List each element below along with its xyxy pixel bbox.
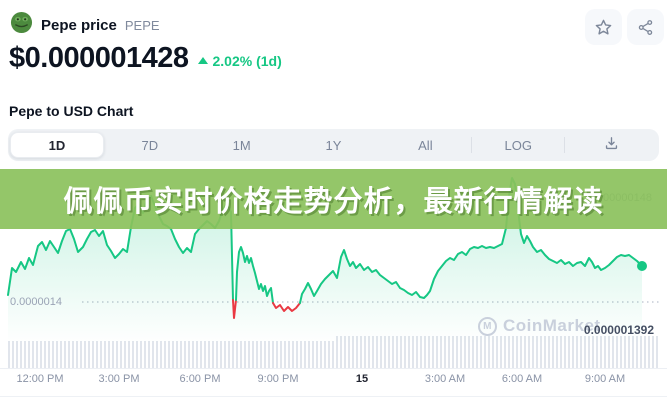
tab-log[interactable]: LOG <box>472 132 564 158</box>
coinmarketcap-m-icon: M <box>478 316 497 336</box>
coin-symbol: PEPE <box>124 17 160 33</box>
coin-name: Pepe price <box>41 16 117 34</box>
price-row: $0.000001428 2.02% (1d) <box>9 42 282 75</box>
tab-1m[interactable]: 1M <box>196 132 288 158</box>
x-axis-label-date: 15 <box>355 373 369 385</box>
y-axis-label-bottom: 0.000001392 <box>583 323 654 337</box>
x-axis-label: 3:00 PM <box>98 373 140 385</box>
share-button[interactable] <box>627 9 664 45</box>
coin-header: Pepe price PEPE <box>10 11 160 39</box>
price-line-chart[interactable] <box>0 165 667 368</box>
pepe-frog-logo <box>10 11 33 39</box>
separator <box>471 137 473 153</box>
tab-1d[interactable]: 1D <box>10 132 104 158</box>
x-axis-label: 6:00 PM <box>179 373 221 385</box>
tab-1y[interactable]: 1Y <box>288 132 380 158</box>
x-axis-label: 3:00 AM <box>424 373 466 385</box>
price-change-label: 2.02% (1d) <box>212 52 282 69</box>
watermark-text: CoinMarket <box>503 316 601 335</box>
tab-7d[interactable]: 7D <box>104 132 196 158</box>
current-price: $0.000001428 <box>9 42 189 74</box>
divider <box>0 396 667 397</box>
coinmarketcap-watermark: M CoinMarket <box>478 316 601 336</box>
promo-banner-overlay: 佩佩币实时价格走势分析，最新行情解读 <box>0 169 667 229</box>
x-axis-label: 9:00 PM <box>257 373 299 385</box>
x-axis-line <box>0 368 667 369</box>
tab-all[interactable]: All <box>379 132 471 158</box>
y-axis-label-mid: 0.0000014 <box>10 296 62 308</box>
x-axis-labels: 12:00 PM 3:00 PM 6:00 PM 9:00 PM 15 3:00… <box>0 373 667 389</box>
x-axis-label: 9:00 AM <box>584 373 626 385</box>
price-chart: 0.0000014 0.00000148 M CoinMarket 0.0000… <box>0 165 667 368</box>
x-axis-label: 6:00 AM <box>501 373 543 385</box>
watchlist-button[interactable] <box>585 9 622 45</box>
download-icon <box>603 135 620 155</box>
star-icon <box>594 18 613 37</box>
up-arrow-icon <box>198 57 209 64</box>
x-axis-label: 12:00 PM <box>16 373 64 385</box>
separator <box>564 137 566 153</box>
share-icon <box>637 19 654 36</box>
header-actions <box>585 9 664 45</box>
time-range-selector: 1D 7D 1M 1Y All LOG <box>8 129 659 161</box>
chart-section-title: Pepe to USD Chart <box>9 103 134 119</box>
price-change-badge: 2.02% (1d) <box>198 52 282 69</box>
download-chart-button[interactable] <box>565 132 657 158</box>
